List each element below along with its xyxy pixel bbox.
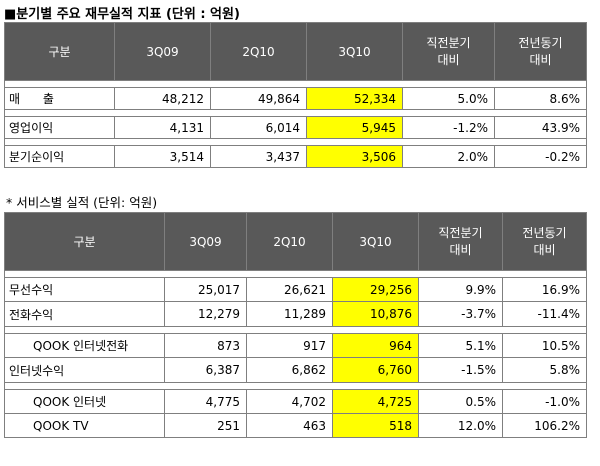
header-2q10: 2Q10 [210,22,307,81]
table-row: QOOK TV 251 463 518 12.0% 106.2% [4,413,587,438]
cell-3q09: 48,212 [114,87,211,110]
row-label: QOOK TV [4,413,165,438]
row-label: 무선수익 [4,277,165,302]
cell-3q10: 5,945 [306,116,403,139]
cell-3q10: 3,506 [306,145,403,168]
row-label: 매 출 [4,87,115,110]
row-label: QOOK 인터넷전화 [4,333,165,358]
cell-2q10: 6,014 [210,116,307,139]
table-row: 전화수익 12,279 11,289 10,876 -3.7% -11.4% [4,301,587,327]
cell-yoy: 106.2% [502,413,587,438]
cell-2q10: 917 [246,333,333,358]
cell-3q09: 4,775 [164,389,247,414]
cell-qoq: 5.1% [418,333,503,358]
table-row: 영업이익 4,131 6,014 5,945 -1.2% 43.9% [4,116,587,139]
cell-3q10: 6,760 [332,357,419,383]
cell-2q10: 49,864 [210,87,307,110]
table-row: 분기순이익 3,514 3,437 3,506 2.0% -0.2% [4,145,587,168]
cell-3q10: 52,334 [306,87,403,110]
cell-yoy: -0.2% [494,145,587,168]
row-label: 분기순이익 [4,145,115,168]
header-yoy: 전년동기 대비 [494,22,587,81]
table-row: 인터넷수익 6,387 6,862 6,760 -1.5% 5.8% [4,357,587,383]
cell-3q10: 964 [332,333,419,358]
cell-3q10: 29,256 [332,277,419,302]
cell-yoy: 16.9% [502,277,587,302]
cell-3q09: 3,514 [114,145,211,168]
header-qoq: 직전분기 대비 [402,22,495,81]
cell-3q09: 251 [164,413,247,438]
cell-3q09: 12,279 [164,301,247,327]
table-header-row: 구분 3Q09 2Q10 3Q10 직전분기 대비 전년동기 대비 [4,22,587,81]
cell-qoq: 12.0% [418,413,503,438]
header-qoq: 직전분기 대비 [418,212,503,271]
cell-qoq: 2.0% [402,145,495,168]
header-category: 구분 [4,22,115,81]
cell-3q09: 25,017 [164,277,247,302]
table-row: 무선수익 25,017 26,621 29,256 9.9% 16.9% [4,277,587,302]
cell-2q10: 3,437 [210,145,307,168]
row-label: QOOK 인터넷 [4,389,165,414]
cell-3q09: 4,131 [114,116,211,139]
cell-qoq: -1.2% [402,116,495,139]
cell-2q10: 11,289 [246,301,333,327]
header-3q09: 3Q09 [114,22,211,81]
cell-3q10: 10,876 [332,301,419,327]
header-yoy: 전년동기 대비 [502,212,587,271]
cell-yoy: 10.5% [502,333,587,358]
cell-2q10: 463 [246,413,333,438]
row-label: 전화수익 [4,301,165,327]
cell-qoq: -3.7% [418,301,503,327]
table-row: QOOK 인터넷 4,775 4,702 4,725 0.5% -1.0% [4,389,587,414]
table-header-row: 구분 3Q09 2Q10 3Q10 직전분기 대비 전년동기 대비 [4,212,587,271]
header-category: 구분 [4,212,165,271]
section-subtitle: * 서비스별 실적 (단위: 억원) [6,195,158,210]
row-label: 인터넷수익 [4,357,165,383]
cell-2q10: 4,702 [246,389,333,414]
cell-3q09: 6,387 [164,357,247,383]
cell-2q10: 6,862 [246,357,333,383]
financial-summary-table: 구분 3Q09 2Q10 3Q10 직전분기 대비 전년동기 대비 매 출 48,2… [4,22,587,168]
cell-qoq: 0.5% [418,389,503,414]
cell-yoy: 5.8% [502,357,587,383]
header-2q10: 2Q10 [246,212,333,271]
cell-3q10: 4,725 [332,389,419,414]
header-3q09: 3Q09 [164,212,247,271]
cell-3q10: 518 [332,413,419,438]
table-row: 매 출 48,212 49,864 52,334 5.0% 8.6% [4,87,587,110]
cell-qoq: 5.0% [402,87,495,110]
service-revenue-table: 구분 3Q09 2Q10 3Q10 직전분기 대비 전년동기 대비 무선수익 25,… [4,212,587,438]
cell-qoq: -1.5% [418,357,503,383]
page-title: ■분기별 주요 재무실적 지표 (단위 : 억원) [4,7,240,22]
table-row: QOOK 인터넷전화 873 917 964 5.1% 10.5% [4,333,587,358]
cell-yoy: 43.9% [494,116,587,139]
cell-yoy: -1.0% [502,389,587,414]
cell-yoy: 8.6% [494,87,587,110]
row-label: 영업이익 [4,116,115,139]
header-3q10: 3Q10 [306,22,403,81]
cell-3q09: 873 [164,333,247,358]
header-3q10: 3Q10 [332,212,419,271]
cell-yoy: -11.4% [502,301,587,327]
cell-2q10: 26,621 [246,277,333,302]
cell-qoq: 9.9% [418,277,503,302]
